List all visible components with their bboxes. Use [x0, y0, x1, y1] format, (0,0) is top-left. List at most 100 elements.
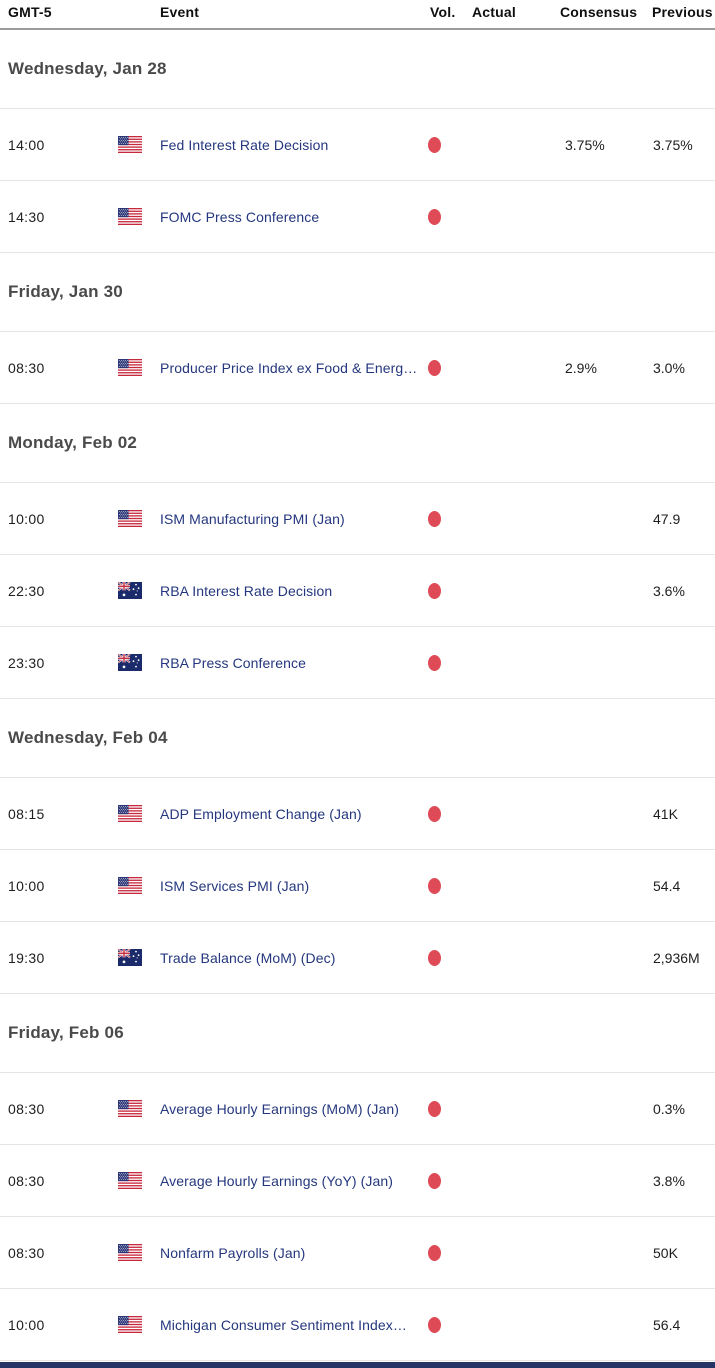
column-header-consensus: Consensus [560, 4, 638, 20]
column-header-vol: Vol. [430, 4, 456, 20]
date-header-label: Wednesday, Feb 04 [8, 728, 168, 747]
event-time: 10:00 [8, 510, 45, 527]
event-country-flag [118, 805, 160, 822]
event-row[interactable]: 14:30 FOMC P [0, 181, 715, 253]
event-country-flag [118, 1244, 160, 1261]
us-flag-icon [118, 1244, 142, 1261]
event-label: Fed Interest Rate Decision [160, 136, 329, 153]
event-row[interactable]: 08:30 Nonfar [0, 1217, 715, 1289]
event-row[interactable]: 08:15 ADP Em [0, 778, 715, 850]
previous-value: 3.6% [653, 582, 685, 599]
volatility-dot [427, 949, 441, 966]
event-time: 14:30 [8, 208, 45, 225]
us-flag-icon [118, 877, 142, 894]
event-country-flag [118, 1172, 160, 1189]
volatility-dot [427, 1244, 441, 1261]
au-flag-icon [118, 582, 142, 599]
volatility-cell [420, 1316, 448, 1333]
date-header-label: Monday, Feb 02 [8, 433, 138, 452]
event-country-flag [118, 208, 160, 225]
event-label: ISM Services PMI (Jan) [160, 877, 310, 894]
date-section-header: Monday, Feb 02 [0, 404, 715, 483]
volatility-cell [420, 136, 448, 153]
volatility-dot [427, 1172, 441, 1189]
au-flag-icon [118, 949, 142, 966]
date-header-label: Wednesday, Jan 28 [8, 59, 167, 78]
volatility-cell [420, 1244, 448, 1261]
volatility-cell [420, 1172, 448, 1189]
previous-value: 56.4 [653, 1316, 681, 1333]
us-flag-icon [118, 1316, 142, 1333]
event-row[interactable]: 23:30 RBA Press Co [0, 627, 715, 699]
event-row[interactable]: 19:30 Trade Balanc [0, 922, 715, 994]
us-flag-icon [118, 136, 142, 153]
event-row[interactable]: 08:30 Averag [0, 1145, 715, 1217]
volatility-cell [420, 805, 448, 822]
event-label: ISM Manufacturing PMI (Jan) [160, 510, 345, 527]
previous-value: 47.9 [653, 510, 681, 527]
volatility-dot [427, 208, 441, 225]
event-row[interactable]: 08:30 Produc [0, 332, 715, 404]
column-header-timezone: GMT-5 [8, 4, 52, 20]
event-time: 08:15 [8, 805, 45, 822]
event-label: RBA Interest Rate Decision [160, 582, 333, 599]
volatility-dot [427, 1316, 441, 1333]
column-header-previous: Previous [652, 4, 713, 20]
volatility-cell [420, 877, 448, 894]
volatility-cell [420, 1100, 448, 1117]
event-time: 10:00 [8, 877, 45, 894]
us-flag-icon [118, 1172, 142, 1189]
column-header-event: Event [160, 4, 200, 20]
date-section-header: Wednesday, Jan 28 [0, 30, 715, 109]
event-row[interactable]: 14:00 Fed In [0, 109, 715, 181]
bottom-divider [0, 1362, 715, 1368]
event-label: Producer Price Index ex Food & Energ… [160, 359, 418, 376]
previous-value: 3.0% [653, 359, 685, 376]
date-section-header: Wednesday, Feb 04 [0, 699, 715, 778]
volatility-dot [427, 877, 441, 894]
volatility-dot [427, 805, 441, 822]
event-country-flag [118, 877, 160, 894]
previous-value: 3.75% [653, 136, 693, 153]
event-row[interactable]: 08:30 Averag [0, 1073, 715, 1145]
volatility-cell [420, 359, 448, 376]
previous-value: 50K [653, 1244, 678, 1261]
event-label: Nonfarm Payrolls (Jan) [160, 1244, 306, 1261]
us-flag-icon [118, 208, 142, 225]
volatility-cell [420, 654, 448, 671]
date-section-header: Friday, Jan 30 [0, 253, 715, 332]
event-row[interactable]: 10:00 ISM Se [0, 850, 715, 922]
event-time: 23:30 [8, 654, 45, 671]
event-label: Average Hourly Earnings (YoY) (Jan) [160, 1172, 394, 1189]
consensus-value: 2.9% [565, 359, 597, 376]
volatility-dot [427, 1100, 441, 1117]
event-time: 14:00 [8, 136, 45, 153]
event-time: 19:30 [8, 949, 45, 966]
event-time: 22:30 [8, 582, 45, 599]
au-flag-icon [118, 654, 142, 671]
us-flag-icon [118, 359, 142, 376]
us-flag-icon [118, 510, 142, 527]
date-header-label: Friday, Jan 30 [8, 282, 123, 301]
previous-value: 54.4 [653, 877, 681, 894]
us-flag-icon [118, 805, 142, 822]
calendar-body: Wednesday, Jan 28 14:00 [0, 30, 715, 1361]
volatility-cell [420, 208, 448, 225]
volatility-dot [427, 136, 441, 153]
event-country-flag [118, 654, 160, 671]
event-country-flag [118, 1100, 160, 1117]
volatility-cell [420, 510, 448, 527]
event-time: 08:30 [8, 1172, 45, 1189]
event-time: 08:30 [8, 359, 45, 376]
event-country-flag [118, 582, 160, 599]
event-row[interactable]: 10:00 ISM Ma [0, 483, 715, 555]
event-country-flag [118, 136, 160, 153]
event-country-flag [118, 510, 160, 527]
event-row[interactable]: 10:00 Michig [0, 1289, 715, 1361]
previous-value: 3.8% [653, 1172, 685, 1189]
event-label: Trade Balance (MoM) (Dec) [160, 949, 336, 966]
volatility-dot [427, 359, 441, 376]
date-section-header: Friday, Feb 06 [0, 994, 715, 1073]
event-row[interactable]: 22:30 RBA Interest [0, 555, 715, 627]
